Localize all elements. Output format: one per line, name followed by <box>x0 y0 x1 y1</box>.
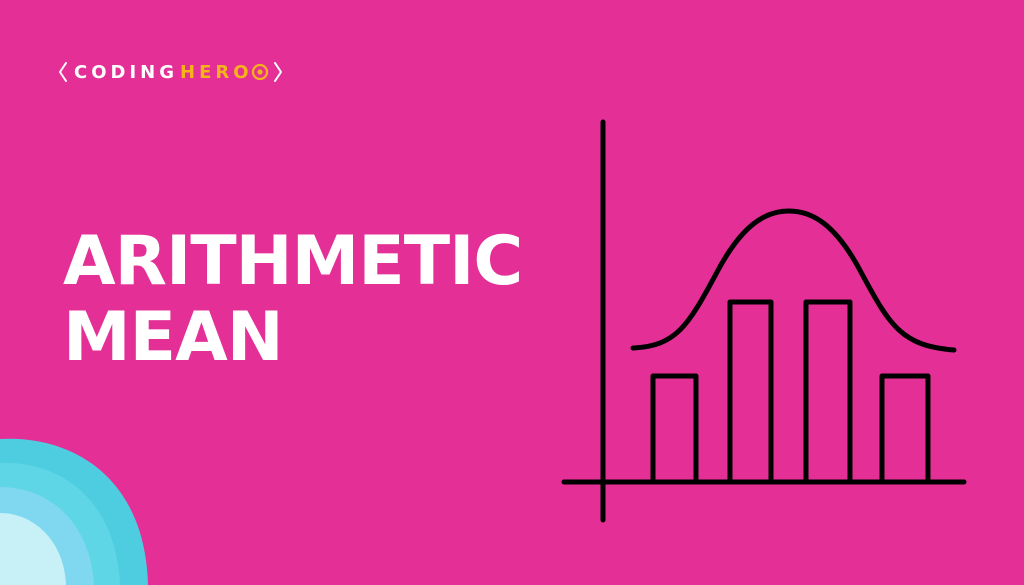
histogram-bell-curve-icon <box>561 119 967 523</box>
histogram-bar-4 <box>879 373 931 483</box>
brand-name-part2: HERO <box>180 61 253 83</box>
page-title-line1: ARITHMETIC <box>63 222 523 301</box>
page-title-line2: MEAN <box>63 298 284 377</box>
brand-name-part1: CODING <box>74 61 178 83</box>
bell-curve <box>630 208 957 353</box>
corner-arc-core <box>0 513 66 585</box>
brand-logo: CODING HERO <box>58 58 283 86</box>
histogram-bar-2 <box>727 299 774 483</box>
target-circle-icon <box>251 63 268 81</box>
corner-decoration <box>0 438 148 585</box>
histogram-bar-1 <box>650 373 699 483</box>
right-angle-bracket-icon <box>273 62 282 82</box>
histogram-bar-3 <box>803 299 853 483</box>
page-title: ARITHMETIC MEAN <box>63 222 523 377</box>
left-angle-bracket-icon <box>59 62 67 82</box>
